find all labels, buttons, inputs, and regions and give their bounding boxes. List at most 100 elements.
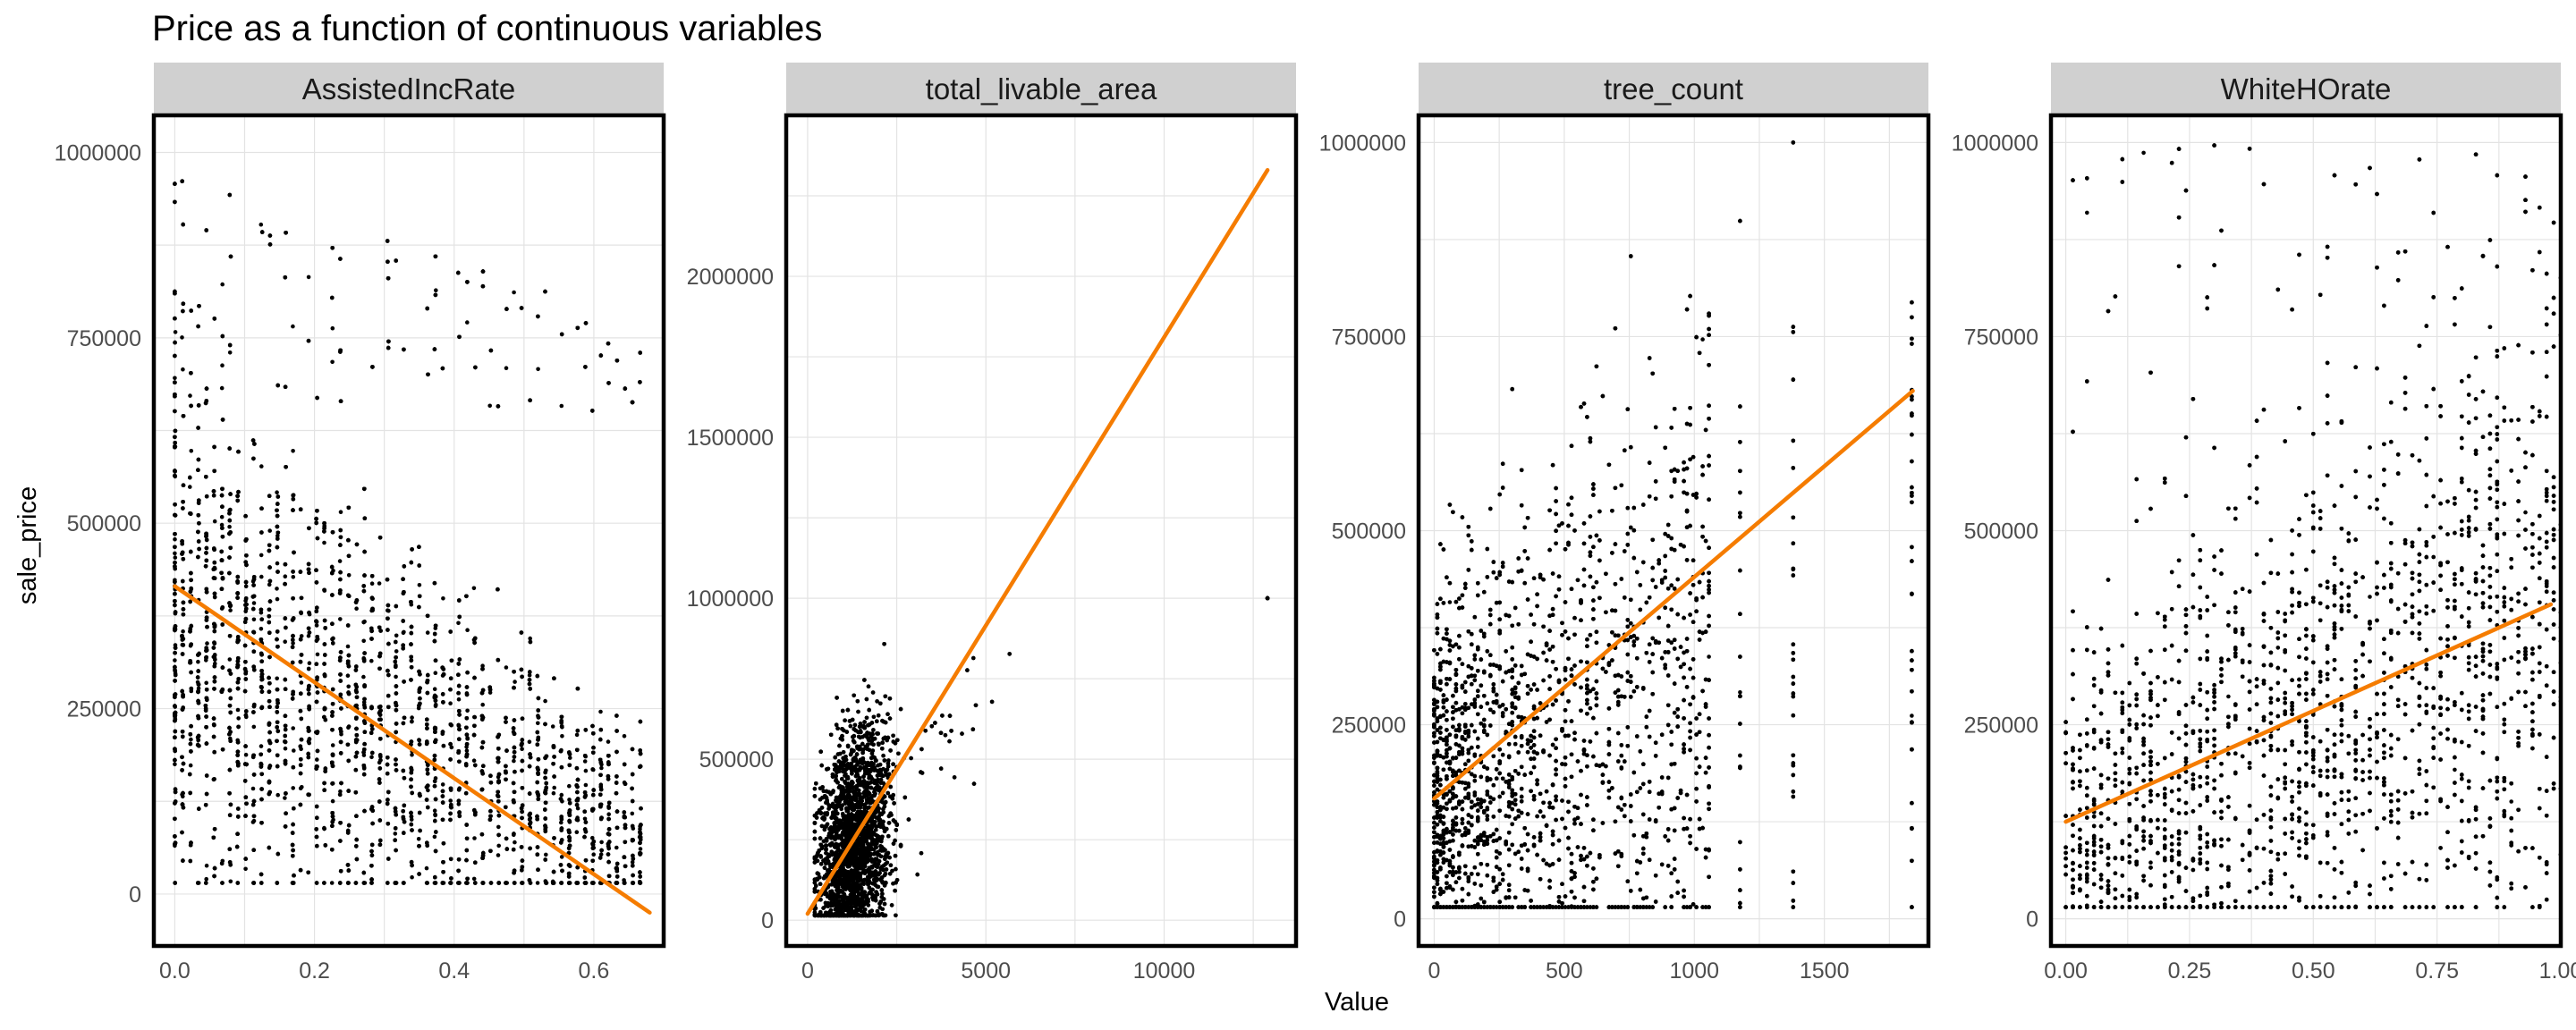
data-point xyxy=(417,844,421,848)
data-point xyxy=(369,629,374,634)
data-point xyxy=(298,802,303,807)
data-point xyxy=(220,622,225,627)
data-point xyxy=(567,783,572,789)
data-point xyxy=(227,704,233,708)
data-point xyxy=(291,692,295,697)
data-point xyxy=(298,708,303,713)
data-point xyxy=(362,703,367,707)
data-point xyxy=(298,744,303,748)
data-point xyxy=(338,257,343,261)
data-point xyxy=(353,688,359,693)
data-point xyxy=(536,715,541,720)
data-point xyxy=(307,691,311,697)
data-point xyxy=(354,542,360,547)
data-point xyxy=(559,817,564,822)
data-point xyxy=(258,764,264,769)
data-point xyxy=(528,639,533,645)
data-point xyxy=(591,745,596,750)
data-point xyxy=(243,677,249,681)
data-point xyxy=(440,692,445,697)
data-point xyxy=(559,820,564,825)
data-point xyxy=(614,874,620,879)
data-point xyxy=(354,837,360,842)
data-point xyxy=(188,741,193,747)
data-point xyxy=(606,852,611,857)
data-point xyxy=(622,762,627,767)
data-point xyxy=(409,814,414,819)
data-point xyxy=(180,335,184,340)
data-point xyxy=(204,881,208,885)
data-point xyxy=(369,658,374,663)
data-point xyxy=(583,858,589,863)
data-point xyxy=(434,830,438,834)
data-point xyxy=(338,617,343,621)
data-point xyxy=(418,696,422,701)
data-point xyxy=(378,737,383,741)
data-point xyxy=(614,868,620,874)
data-point xyxy=(464,836,470,841)
data-point xyxy=(173,502,177,507)
data-point xyxy=(173,551,177,556)
data-point xyxy=(353,790,359,795)
data-point xyxy=(204,475,208,479)
data-point xyxy=(291,637,295,643)
data-point xyxy=(314,881,319,885)
data-point xyxy=(353,704,359,708)
data-point xyxy=(330,743,335,747)
data-point xyxy=(291,324,295,329)
data-point xyxy=(188,763,193,768)
data-point xyxy=(401,643,406,647)
data-point xyxy=(259,772,265,777)
data-point xyxy=(275,490,279,494)
data-point xyxy=(401,577,405,581)
data-point xyxy=(173,668,178,673)
data-point xyxy=(267,599,273,604)
data-point xyxy=(204,531,208,536)
data-point xyxy=(243,814,248,818)
data-point xyxy=(496,772,502,777)
data-point xyxy=(449,802,453,807)
data-point xyxy=(433,797,438,802)
data-point xyxy=(236,716,242,721)
data-point xyxy=(527,672,532,678)
data-point xyxy=(559,403,564,409)
data-point xyxy=(314,827,319,832)
data-point xyxy=(369,853,375,857)
data-point xyxy=(330,728,335,732)
data-point xyxy=(590,806,595,812)
data-point xyxy=(417,742,422,747)
data-point xyxy=(242,643,248,648)
data-point xyxy=(378,708,383,713)
data-point xyxy=(259,617,265,621)
data-point xyxy=(181,506,185,511)
data-point xyxy=(275,383,281,388)
data-point xyxy=(527,681,532,687)
data-point xyxy=(181,308,185,314)
data-point xyxy=(259,530,264,535)
data-point xyxy=(322,781,326,786)
data-point xyxy=(330,687,335,692)
data-point xyxy=(220,282,225,287)
data-point xyxy=(567,834,572,840)
data-point xyxy=(409,777,413,781)
data-point xyxy=(536,867,540,872)
facet-strip xyxy=(154,63,664,114)
data-point xyxy=(432,347,437,351)
data-point xyxy=(394,708,399,713)
data-point xyxy=(504,307,509,311)
data-point xyxy=(306,666,311,671)
data-point xyxy=(433,623,438,629)
data-point xyxy=(243,513,248,519)
data-point xyxy=(597,757,603,763)
data-point xyxy=(630,860,635,865)
data-point xyxy=(401,630,406,636)
data-point xyxy=(189,403,193,409)
data-point xyxy=(197,651,201,656)
data-point xyxy=(512,290,516,295)
data-point xyxy=(472,675,477,680)
data-point xyxy=(307,661,312,665)
data-point xyxy=(369,755,374,760)
data-point xyxy=(535,881,540,885)
data-point xyxy=(275,637,279,642)
data-point xyxy=(361,674,366,680)
